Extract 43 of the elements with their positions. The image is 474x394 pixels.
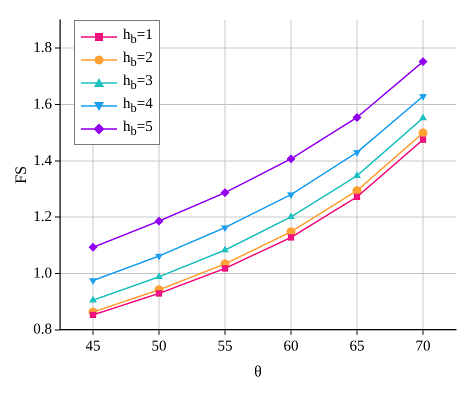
point — [155, 254, 163, 261]
y-tick-label: 0.8 — [33, 322, 52, 338]
point — [353, 150, 361, 157]
y-tick-label: 1.6 — [33, 96, 52, 112]
point — [419, 114, 427, 120]
legend-label: h$_{b}$=4 — [123, 96, 153, 116]
point — [288, 234, 294, 241]
point — [90, 312, 96, 318]
point — [352, 112, 362, 122]
point — [155, 272, 163, 280]
y-tick-label: 1.8 — [33, 40, 52, 56]
x-axis-title: θ — [254, 364, 262, 381]
x-tick-label: 55 — [218, 338, 232, 355]
point — [353, 171, 361, 178]
y-tick-label: 1.4 — [33, 152, 52, 169]
point — [418, 57, 428, 66]
point — [89, 296, 97, 302]
legend-label: h$_{b}$=2 — [123, 50, 153, 70]
x-tick-label: 65 — [350, 338, 364, 355]
point — [222, 265, 228, 272]
x-tick-label: 70 — [416, 338, 430, 355]
x-tick-label: 45 — [86, 338, 100, 355]
point — [287, 192, 295, 200]
point — [89, 278, 97, 286]
point — [221, 246, 229, 252]
legend-label: h$_{b}$=5 — [123, 118, 153, 138]
y-axis-title: FS — [12, 166, 30, 184]
point — [154, 216, 164, 226]
point — [419, 94, 427, 101]
point — [88, 242, 98, 252]
point — [418, 128, 428, 138]
point — [354, 194, 360, 200]
x-tick-label: 60 — [284, 338, 298, 355]
point — [221, 225, 229, 232]
y-tick-label: 1.2 — [33, 209, 52, 226]
y-tick-label: 1.0 — [33, 265, 52, 282]
legend-label: h$_{b}$=3 — [123, 72, 153, 92]
point — [220, 188, 230, 198]
x-tick-label: 50 — [152, 338, 166, 355]
point — [287, 212, 295, 220]
legend-label: h$_{b}$=1 — [123, 26, 153, 46]
point — [420, 136, 426, 143]
point — [286, 154, 296, 164]
